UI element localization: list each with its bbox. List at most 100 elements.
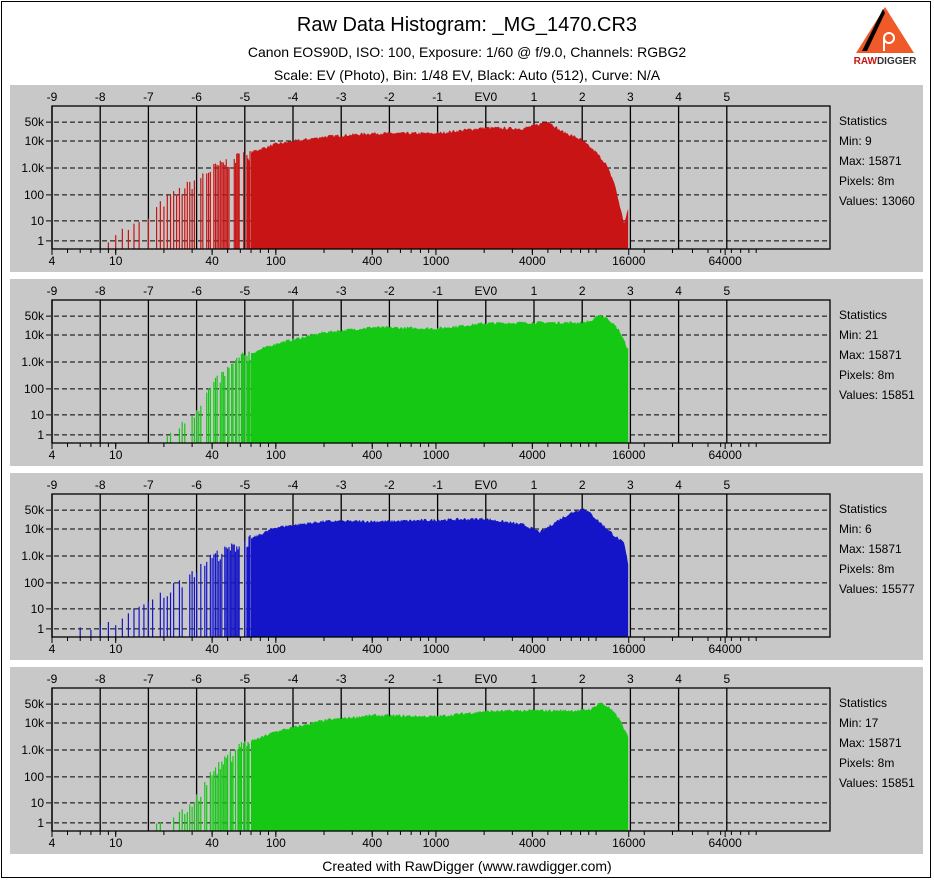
value-tick-label: 4 [49, 254, 56, 268]
value-tick-label: 1000 [423, 254, 450, 268]
stats-pixels: Pixels: 8m [839, 368, 894, 382]
ev-tick-label: 4 [675, 672, 682, 686]
ev-tick-label: -6 [191, 90, 202, 104]
value-tick-label: 4000 [519, 642, 546, 656]
ev-tick-label: -4 [288, 478, 299, 492]
ev-tick-label: -3 [336, 478, 347, 492]
count-tick-label: 1 [37, 234, 44, 248]
histogram-panel-b: -9 -8 -7 -6 -5 -4 -3 -2 -1 EV0 1 2 3 4 5 1 10 100 1.0k 10k 5… [10, 473, 923, 660]
rawdigger-logo: RAWDIGGER [854, 7, 917, 67]
ev-tick-label: 2 [579, 478, 586, 492]
ev-tick-label: -9 [47, 478, 58, 492]
ev-tick-label: EV0 [474, 90, 497, 104]
count-tick-label: 10 [31, 408, 45, 422]
stats-values: Values: 15851 [839, 776, 915, 790]
ev-tick-label: 1 [531, 90, 538, 104]
ev-tick-label: 5 [723, 672, 730, 686]
value-tick-label: 100 [266, 642, 286, 656]
ev-tick-label: -8 [95, 478, 106, 492]
ev-tick-label: 4 [675, 478, 682, 492]
ev-tick-label: 1 [531, 478, 538, 492]
ev-tick-label: 2 [579, 90, 586, 104]
stats-min: Min: 6 [839, 522, 872, 536]
ev-tick-label: 3 [627, 478, 634, 492]
value-tick-label: 40 [205, 836, 219, 850]
count-tick-label: 1.0k [21, 161, 45, 175]
count-tick-label: 1.0k [21, 549, 45, 563]
count-tick-label: 1 [37, 816, 44, 830]
ev-tick-label: -5 [239, 672, 250, 686]
ev-tick-label: -7 [143, 478, 154, 492]
ev-tick-label: -8 [95, 284, 106, 298]
ev-tick-label: -5 [239, 284, 250, 298]
value-tick-label: 10 [109, 448, 123, 462]
histogram-area [251, 702, 629, 831]
ev-tick-label: -4 [288, 672, 299, 686]
count-tick-label: 10 [31, 796, 45, 810]
value-tick-label: 16000 [612, 254, 646, 268]
ev-tick-label: 4 [675, 284, 682, 298]
stats-heading: Statistics [839, 696, 887, 710]
stats-heading: Statistics [839, 502, 887, 516]
histogram-panel-r: -9 -8 -7 -6 -5 -4 -3 -2 -1 EV0 1 2 3 4 5 1 10 100 1.0k 10k 5… [10, 85, 923, 272]
histogram-panel-g: -9 -8 -7 -6 -5 -4 -3 -2 -1 EV0 1 2 3 4 5 1 10 100 1.0k 10k 5… [10, 279, 923, 466]
stats-values: Values: 15577 [839, 582, 915, 596]
ev-tick-label: -2 [384, 478, 395, 492]
plot-frame [51, 493, 831, 638]
value-tick-label: 100 [266, 448, 286, 462]
plot-frame [51, 687, 831, 832]
ev-tick-label: -6 [191, 672, 202, 686]
value-tick-label: 64000 [708, 836, 742, 850]
histogram-area [251, 508, 629, 637]
ev-tick-label: 5 [723, 284, 730, 298]
value-tick-label: 400 [362, 836, 382, 850]
value-tick-label: 16000 [612, 836, 646, 850]
ev-tick-label: -4 [288, 90, 299, 104]
scale-info: Scale: EV (Photo), Bin: 1/48 EV, Black: … [273, 67, 661, 83]
value-tick-label: 10 [109, 642, 123, 656]
stats-min: Min: 21 [839, 328, 879, 342]
ev-tick-label: 3 [627, 672, 634, 686]
ev-tick-label: -1 [432, 478, 443, 492]
histogram-area [251, 314, 629, 443]
ev-tick-label: -6 [191, 478, 202, 492]
stats-heading: Statistics [839, 114, 887, 128]
count-tick-label: 1.0k [21, 355, 45, 369]
ev-tick-label: -8 [95, 672, 106, 686]
stats-min: Min: 9 [839, 134, 872, 148]
ev-tick-label: -9 [47, 284, 58, 298]
stats-max: Max: 15871 [839, 348, 902, 362]
ev-tick-label: -1 [432, 284, 443, 298]
ev-tick-label: 1 [531, 284, 538, 298]
ev-tick-label: -8 [95, 90, 106, 104]
histogram-area [251, 121, 629, 249]
plot-frame [51, 299, 831, 444]
value-tick-label: 4 [49, 642, 56, 656]
ev-tick-label: -4 [288, 284, 299, 298]
ev-tick-label: EV0 [474, 284, 497, 298]
ev-tick-label: 2 [579, 672, 586, 686]
value-tick-label: 400 [362, 448, 382, 462]
value-tick-label: 40 [205, 448, 219, 462]
ev-tick-label: -2 [384, 672, 395, 686]
ev-tick-label: -2 [384, 90, 395, 104]
value-tick-label: 400 [362, 642, 382, 656]
value-tick-label: 4000 [519, 254, 546, 268]
ev-tick-label: -1 [432, 90, 443, 104]
value-tick-label: 16000 [612, 448, 646, 462]
value-tick-label: 4 [49, 836, 56, 850]
count-tick-label: 10k [25, 522, 45, 536]
ev-tick-label: 2 [579, 284, 586, 298]
value-tick-label: 40 [205, 254, 219, 268]
value-tick-label: 64000 [708, 448, 742, 462]
value-tick-label: 10 [109, 254, 123, 268]
chart-title: Raw Data Histogram: _MG_1470.CR3 [296, 14, 638, 36]
value-tick-label: 1000 [423, 448, 450, 462]
camera-info: Canon EOS90D, ISO: 100, Exposure: 1/60 @… [247, 44, 687, 60]
ev-tick-label: 3 [627, 90, 634, 104]
count-tick-label: 50k [25, 697, 45, 711]
value-tick-label: 64000 [708, 254, 742, 268]
value-tick-label: 4000 [519, 448, 546, 462]
count-tick-label: 10k [25, 716, 45, 730]
